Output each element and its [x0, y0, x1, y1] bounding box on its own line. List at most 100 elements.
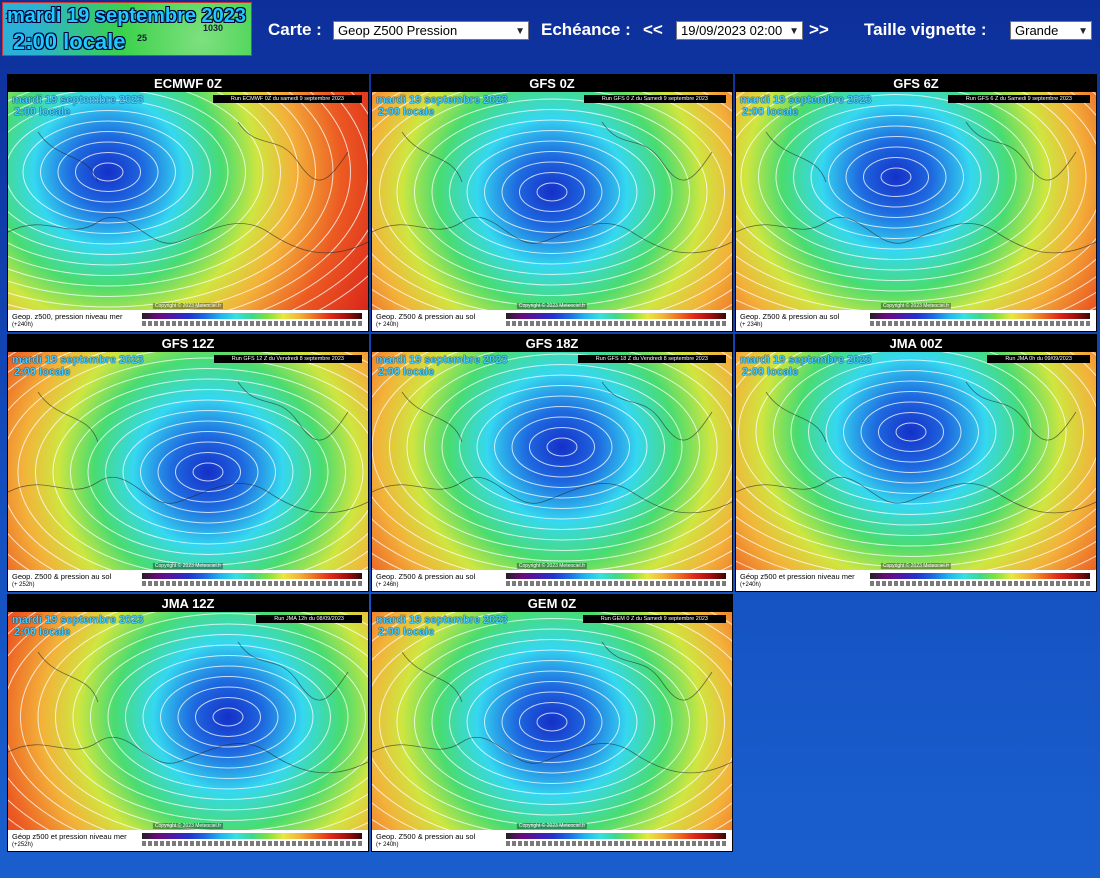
tile-footer: Geop. Z500 & pression au sol (+ 240h)	[372, 830, 732, 851]
tile-caption: Geop. z500, pression niveau mer	[12, 312, 123, 321]
date-logo: 1030 25 10 mardi 19 septembre 2023 2:00 …	[2, 2, 252, 56]
copyright: Copyright © 2023 Meteociel.fr	[880, 563, 952, 569]
map-date-overlay: mardi 19 septembre 2023	[12, 94, 144, 106]
tile-footer: Géop z500 et pression niveau mer (+240h)	[736, 570, 1096, 591]
map-time-overlay: 2:00 locale	[378, 106, 435, 118]
copyright: Copyright © 2023 Meteociel.fr	[516, 563, 588, 569]
forecast-map[interactable]: mardi 19 septembre 2023 2:00 locale Run …	[736, 92, 1096, 310]
copyright: Copyright © 2023 Meteociel.fr	[880, 303, 952, 309]
color-scale	[870, 313, 1090, 319]
tile-lead-time: (+240h)	[12, 322, 33, 328]
taille-label: Taille vignette :	[864, 20, 987, 39]
run-info: Run GFS 18 Z du Vendredi 8 septembre 202…	[577, 355, 726, 363]
color-scale	[142, 573, 362, 579]
color-scale-ticks	[870, 581, 1090, 586]
color-scale	[506, 573, 726, 579]
forecast-map[interactable]: mardi 19 septembre 2023 2:00 locale Run …	[372, 352, 732, 570]
map-date-overlay: mardi 19 septembre 2023	[376, 354, 508, 366]
echeance-select[interactable]: 19/09/2023 02:00 ▼	[676, 21, 803, 40]
map-image	[8, 612, 368, 830]
map-time-overlay: 2:00 locale	[378, 626, 435, 638]
logo-isobar-label: 10	[5, 11, 16, 21]
map-time-overlay: 2:00 locale	[14, 366, 71, 378]
model-tile[interactable]: GFS 12Z	[7, 334, 369, 592]
model-tile[interactable]: GFS 6Z	[735, 74, 1097, 332]
model-tile[interactable]: JMA 12Z	[7, 594, 369, 852]
map-image	[736, 352, 1096, 570]
tile-footer: Geop. Z500 & pression au sol (+ 240h)	[372, 310, 732, 331]
tile-lead-time: (+ 240h)	[376, 322, 399, 328]
color-scale-ticks	[506, 581, 726, 586]
tile-caption: Geop. Z500 & pression au sol	[740, 312, 840, 321]
model-tile[interactable]: JMA 00Z	[735, 334, 1097, 592]
map-image	[736, 92, 1096, 310]
tile-footer: Geop. Z500 & pression au sol (+ 234h)	[736, 310, 1096, 331]
color-scale-ticks	[142, 581, 362, 586]
tile-caption: Géop z500 et pression niveau mer	[12, 832, 127, 841]
forecast-map[interactable]: mardi 19 septembre 2023 2:00 locale Run …	[372, 612, 732, 830]
next-echeance-button[interactable]: >>	[809, 20, 829, 39]
tile-title: JMA 12Z	[8, 595, 368, 612]
tile-footer: Geop. Z500 & pression au sol (+ 252h)	[8, 570, 368, 591]
previous-echeance-button[interactable]: <<	[643, 20, 663, 39]
copyright: Copyright © 2023 Meteociel.fr	[152, 563, 224, 569]
forecast-map[interactable]: mardi 19 septembre 2023 2:00 locale Run …	[372, 92, 732, 310]
forecast-map[interactable]: mardi 19 septembre 2023 2:00 locale Run …	[736, 352, 1096, 570]
tile-lead-time: (+252h)	[12, 842, 33, 848]
run-info: Run GFS 0 Z du Samedi 9 septembre 2023	[583, 95, 726, 103]
tile-lead-time: (+ 240h)	[376, 842, 399, 848]
model-tile[interactable]: GFS 0Z	[371, 74, 733, 332]
model-tile[interactable]: GFS 18Z	[371, 334, 733, 592]
color-scale-ticks	[506, 841, 726, 846]
tile-title: GFS 0Z	[372, 75, 732, 92]
tile-caption: Geop. Z500 & pression au sol	[12, 572, 112, 581]
carte-select[interactable]: Geop Z500 Pression ▼	[333, 21, 529, 40]
taille-select[interactable]: Grande ▼	[1010, 21, 1092, 40]
color-scale	[142, 313, 362, 319]
tile-title: ECMWF 0Z	[8, 75, 368, 92]
color-scale	[506, 313, 726, 319]
tile-footer: Geop. Z500 & pression au sol (+ 246h)	[372, 570, 732, 591]
tile-caption: Geop. Z500 & pression au sol	[376, 312, 476, 321]
copyright: Copyright © 2023 Meteociel.fr	[516, 823, 588, 829]
map-date-overlay: mardi 19 septembre 2023	[376, 614, 508, 626]
map-time-overlay: 2:00 locale	[14, 106, 71, 118]
tile-footer: Geop. z500, pression niveau mer (+240h)	[8, 310, 368, 331]
tile-caption: Géop z500 et pression niveau mer	[740, 572, 855, 581]
map-date-overlay: mardi 19 septembre 2023	[740, 94, 872, 106]
forecast-map[interactable]: mardi 19 septembre 2023 2:00 locale Run …	[8, 612, 368, 830]
tile-title: GFS 12Z	[8, 335, 368, 352]
color-scale	[870, 573, 1090, 579]
color-scale-ticks	[870, 321, 1090, 326]
forecast-map[interactable]: mardi 19 septembre 2023 2:00 locale Run …	[8, 92, 368, 310]
tile-footer: Géop z500 et pression niveau mer (+252h)	[8, 830, 368, 851]
run-info: Run JMA 12h du 08/09/2023	[256, 615, 362, 623]
color-scale-ticks	[142, 321, 362, 326]
echeance-select-value: 19/09/2023 02:00	[681, 23, 783, 38]
run-info: Run GEM 0 Z du Samedi 9 septembre 2023	[582, 615, 726, 623]
color-scale-ticks	[142, 841, 362, 846]
forecast-map[interactable]: mardi 19 septembre 2023 2:00 locale Run …	[8, 352, 368, 570]
model-tile[interactable]: ECMWF 0Z	[7, 74, 369, 332]
map-date-overlay: mardi 19 septembre 2023	[740, 354, 872, 366]
logo-isobar-label: 1030	[203, 23, 224, 33]
map-time-overlay: 2:00 locale	[742, 366, 799, 378]
model-tile[interactable]: GEM 0Z	[371, 594, 733, 852]
map-time-overlay: 2:00 locale	[378, 366, 435, 378]
tile-title: GEM 0Z	[372, 595, 732, 612]
map-time-overlay: 2:00 locale	[742, 106, 799, 118]
color-scale-ticks	[506, 321, 726, 326]
copyright: Copyright © 2023 Meteociel.fr	[516, 303, 588, 309]
map-date-overlay: mardi 19 septembre 2023	[12, 614, 144, 626]
logo-isobar-label: 25	[137, 33, 148, 43]
chevron-down-icon: ▼	[789, 26, 799, 37]
tile-caption: Geop. Z500 & pression au sol	[376, 832, 476, 841]
map-date-overlay: mardi 19 septembre 2023	[12, 354, 144, 366]
map-image	[8, 352, 368, 570]
carte-label: Carte :	[268, 20, 322, 39]
tile-caption: Geop. Z500 & pression au sol	[376, 572, 476, 581]
tile-title: GFS 6Z	[736, 75, 1096, 92]
tile-lead-time: (+ 252h)	[12, 582, 35, 588]
run-info: Run GFS 6 Z du Samedi 9 septembre 2023	[947, 95, 1090, 103]
copyright: Copyright © 2023 Meteociel.fr	[152, 823, 224, 829]
